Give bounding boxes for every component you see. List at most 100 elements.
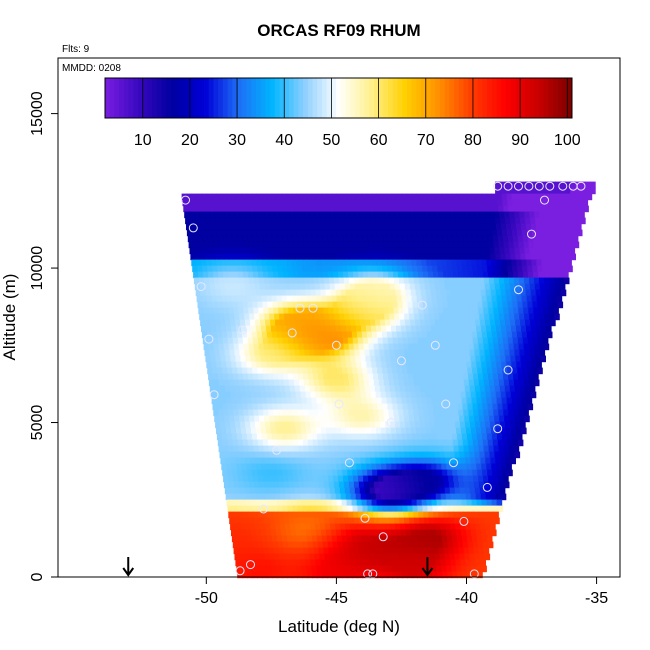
heatmap-cell bbox=[438, 481, 445, 489]
heatmap-cell bbox=[319, 487, 326, 495]
heatmap-cell bbox=[217, 235, 224, 243]
heatmap-cell bbox=[437, 199, 444, 207]
heatmap-cell bbox=[271, 361, 277, 369]
heatmap-cell bbox=[309, 517, 315, 525]
heatmap-cell bbox=[367, 301, 374, 309]
heatmap-cell bbox=[497, 337, 504, 345]
heatmap-cell bbox=[389, 451, 396, 459]
heatmap-cell bbox=[519, 247, 526, 255]
heatmap-cell bbox=[517, 301, 524, 309]
heatmap-cell bbox=[416, 433, 423, 441]
heatmap-cell bbox=[257, 403, 264, 411]
heatmap-cell bbox=[253, 445, 260, 453]
heatmap-cell bbox=[309, 415, 315, 423]
heatmap-cell bbox=[486, 529, 492, 537]
heatmap-cell bbox=[241, 397, 248, 405]
colorbar-swatch bbox=[312, 78, 318, 118]
heatmap-cell bbox=[279, 283, 286, 291]
heatmap-cell bbox=[394, 349, 401, 357]
colorbar-swatch bbox=[204, 78, 210, 118]
heatmap-cell bbox=[254, 487, 261, 495]
heatmap-cell bbox=[366, 331, 373, 339]
heatmap-cell bbox=[311, 397, 318, 405]
heatmap-cell bbox=[242, 469, 248, 477]
heatmap-cell bbox=[379, 385, 386, 393]
heatmap-cell bbox=[336, 565, 342, 573]
heatmap-cell bbox=[494, 313, 500, 321]
heatmap-cell bbox=[327, 235, 334, 243]
heatmap-cell bbox=[452, 265, 458, 273]
heatmap-cell bbox=[346, 499, 353, 507]
heatmap-cell bbox=[392, 199, 399, 207]
heatmap-cell bbox=[367, 337, 374, 345]
heatmap-cell bbox=[331, 361, 337, 369]
heatmap-cell bbox=[249, 313, 255, 321]
heatmap-cell bbox=[236, 397, 243, 405]
heatmap-cell bbox=[417, 403, 424, 411]
heatmap-cell bbox=[368, 511, 374, 519]
heatmap-cell bbox=[262, 367, 268, 375]
heatmap-cell bbox=[525, 289, 532, 297]
heatmap-cell bbox=[575, 181, 581, 189]
heatmap-cell bbox=[359, 283, 366, 291]
heatmap-cell bbox=[474, 313, 480, 321]
heatmap-cell bbox=[386, 259, 392, 267]
heatmap-cell bbox=[410, 493, 417, 501]
heatmap-cell bbox=[569, 247, 576, 255]
heatmap-cell bbox=[462, 265, 468, 273]
heatmap-cell bbox=[345, 319, 351, 327]
heatmap-cell bbox=[410, 319, 416, 327]
heatmap-cell bbox=[481, 223, 487, 231]
heatmap-cell bbox=[336, 433, 343, 441]
heatmap-cell bbox=[209, 313, 215, 321]
heatmap-cell bbox=[352, 469, 358, 477]
heatmap-cell bbox=[390, 355, 396, 363]
heatmap-cell bbox=[549, 247, 556, 255]
heatmap-cell bbox=[375, 319, 381, 327]
heatmap-cell bbox=[326, 499, 333, 507]
heatmap-cell bbox=[380, 523, 386, 531]
heatmap-cell bbox=[320, 559, 326, 567]
heatmap-cell bbox=[405, 319, 411, 327]
heatmap-cell bbox=[248, 373, 254, 381]
heatmap-cell bbox=[314, 313, 320, 321]
heatmap-cell bbox=[526, 295, 533, 303]
heatmap-cell bbox=[419, 211, 425, 219]
heatmap-cell bbox=[371, 397, 378, 405]
heatmap-cell bbox=[492, 505, 499, 513]
heatmap-cell bbox=[417, 337, 424, 345]
heatmap-cell bbox=[286, 361, 292, 369]
heatmap-cell bbox=[256, 427, 262, 435]
heatmap-cell bbox=[262, 439, 269, 447]
heatmap-cell bbox=[211, 223, 217, 231]
heatmap-cell bbox=[471, 529, 477, 537]
heatmap-cell bbox=[228, 409, 234, 417]
heatmap-cell bbox=[255, 391, 262, 399]
heatmap-cell bbox=[314, 451, 321, 459]
heatmap-cell bbox=[562, 199, 569, 207]
heatmap-cell bbox=[303, 445, 310, 453]
heatmap-cell bbox=[436, 397, 443, 405]
heatmap-cell bbox=[235, 559, 241, 567]
heatmap-cell bbox=[293, 475, 299, 483]
heatmap-cell bbox=[206, 325, 212, 333]
heatmap-cell bbox=[291, 361, 297, 369]
heatmap-cell bbox=[337, 439, 344, 447]
heatmap-cell bbox=[488, 511, 494, 519]
heatmap-cell bbox=[498, 307, 504, 315]
observation-marker bbox=[363, 569, 373, 579]
heatmap-cell bbox=[295, 421, 301, 429]
heatmap-cell bbox=[336, 397, 343, 405]
heatmap-cell bbox=[393, 205, 399, 213]
heatmap-cell bbox=[368, 445, 375, 453]
heatmap-cell bbox=[216, 193, 223, 201]
heatmap-cell bbox=[348, 343, 355, 351]
heatmap-cell bbox=[460, 217, 466, 225]
heatmap-cell bbox=[541, 295, 548, 303]
heatmap-cell bbox=[418, 373, 424, 381]
observation-markers bbox=[181, 181, 586, 579]
heatmap-cell bbox=[218, 241, 225, 249]
heatmap-cell bbox=[220, 319, 226, 327]
heatmap-cell bbox=[487, 469, 493, 477]
heatmap-cell bbox=[223, 343, 230, 351]
